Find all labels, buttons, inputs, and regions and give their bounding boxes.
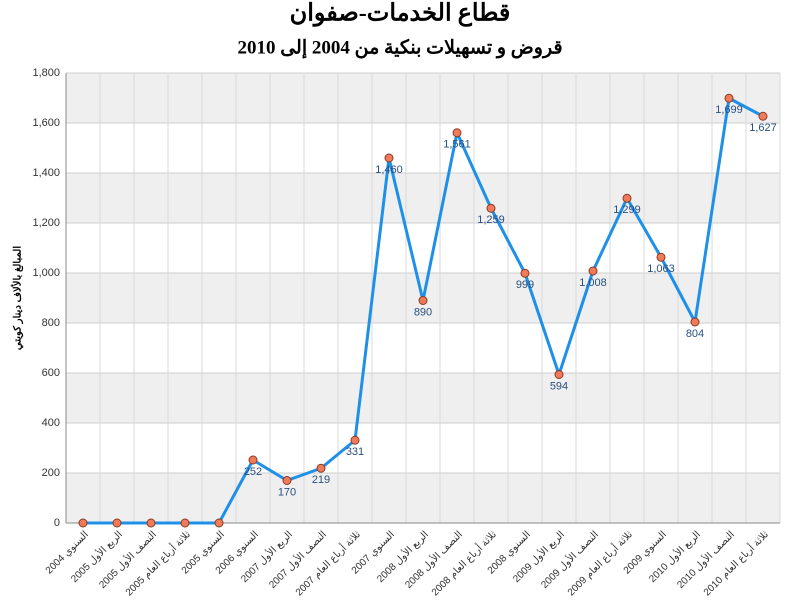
y-tick-label: 400 bbox=[42, 417, 60, 429]
data-point bbox=[452, 128, 462, 138]
chart-title: قطاع الخدمات-صفوان bbox=[290, 1, 511, 28]
data-point bbox=[316, 463, 326, 473]
x-tick-label: النصف الأول 2009 bbox=[539, 529, 601, 591]
x-tick-label: النصف الأول 2008 bbox=[403, 529, 465, 591]
data-label: 1,627 bbox=[749, 122, 777, 134]
data-label: 1,299 bbox=[613, 204, 641, 216]
x-tick-label: النصف الأول 2010 bbox=[675, 529, 737, 591]
plot-band bbox=[66, 473, 780, 523]
data-label: 170 bbox=[278, 486, 296, 498]
data-point bbox=[690, 317, 700, 327]
data-label: 1,259 bbox=[477, 214, 505, 226]
data-label: 999 bbox=[516, 279, 534, 291]
data-label: 1,063 bbox=[647, 263, 675, 275]
plot-band bbox=[66, 373, 780, 423]
data-label: 890 bbox=[414, 306, 432, 318]
data-point bbox=[384, 153, 394, 163]
data-point bbox=[350, 435, 360, 445]
y-tick-label: 1,000 bbox=[32, 267, 60, 279]
x-tick-label: ثلاثة أرباع العام 2009 bbox=[564, 528, 635, 599]
data-point bbox=[112, 518, 122, 528]
data-point bbox=[486, 203, 496, 213]
plot-band bbox=[66, 73, 780, 123]
data-point bbox=[588, 266, 598, 276]
data-point bbox=[180, 518, 190, 528]
data-point bbox=[520, 268, 530, 278]
data-point bbox=[146, 518, 156, 528]
data-point bbox=[656, 252, 666, 262]
data-point bbox=[622, 193, 632, 203]
y-tick-label: 800 bbox=[42, 317, 60, 329]
data-label: 252 bbox=[244, 466, 262, 478]
y-tick-label: 0 bbox=[54, 517, 60, 529]
data-point bbox=[78, 518, 88, 528]
x-tick-label: ثلاثة أرباع العام 2007 bbox=[292, 528, 363, 599]
x-tick-label: النصف الأول 2005 bbox=[97, 529, 159, 591]
y-tick-label: 1,400 bbox=[32, 167, 60, 179]
data-label: 1,561 bbox=[443, 139, 471, 151]
y-tick-label: 600 bbox=[42, 367, 60, 379]
data-point bbox=[724, 93, 734, 103]
data-label: 1,008 bbox=[579, 277, 607, 289]
data-point bbox=[554, 370, 564, 379]
data-label: 1,699 bbox=[715, 104, 743, 116]
x-tick-label: ثلاثة أرباع العام 2010 bbox=[700, 528, 771, 599]
data-point bbox=[282, 476, 292, 485]
y-tick-label: 1,600 bbox=[32, 117, 60, 129]
data-point bbox=[758, 111, 768, 121]
chart-subtitle: قروض و تسهيلات بنكية من 2004 إلى 2010 bbox=[237, 37, 562, 59]
x-tick-label: النصف الأول 2007 bbox=[267, 529, 329, 591]
y-axis-title: المبالغ بالألاف دينار كويتي bbox=[12, 246, 24, 350]
data-label: 804 bbox=[686, 328, 704, 340]
y-tick-label: 1,800 bbox=[32, 67, 60, 79]
y-tick-label: 200 bbox=[42, 467, 60, 479]
data-label: 1,460 bbox=[375, 164, 403, 176]
x-tick-label: ثلاثة أرباع العام 2008 bbox=[428, 528, 499, 599]
data-label: 219 bbox=[312, 474, 330, 486]
data-label: 331 bbox=[346, 446, 364, 458]
data-point bbox=[418, 296, 428, 305]
data-point bbox=[248, 455, 258, 465]
data-label: 594 bbox=[550, 380, 568, 392]
plot-band bbox=[66, 173, 780, 223]
data-point bbox=[214, 518, 224, 528]
y-tick-label: 1,200 bbox=[32, 217, 60, 229]
x-tick-label: ثلاثة أرباع العام 2005 bbox=[122, 528, 193, 599]
